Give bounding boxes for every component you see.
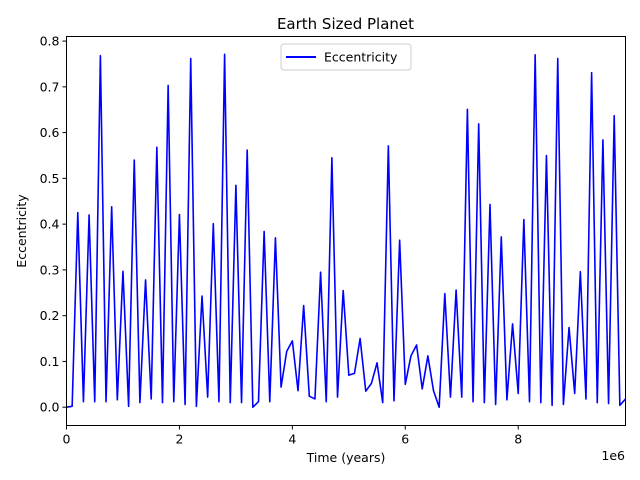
y-axis-label: Eccentricity: [14, 194, 29, 268]
x-axis-offset-label: 1e6: [601, 448, 625, 463]
legend-label-eccentricity: Eccentricity: [324, 50, 398, 65]
y-tick-label: 0.6: [40, 125, 60, 140]
x-axis-label: Time (years): [306, 450, 386, 465]
y-tick-label: 0.7: [40, 79, 60, 94]
axes-frame: [66, 36, 626, 426]
legend: Eccentricity: [280, 43, 412, 71]
y-tick-label: 0.0: [40, 400, 60, 415]
x-tick-label: 0: [63, 432, 71, 447]
y-tick-label: 0.8: [40, 34, 60, 49]
y-tick-label: 0.4: [40, 217, 60, 232]
legend-box: [280, 43, 412, 71]
series-line-eccentricity: [66, 53, 627, 408]
plot-area: [66, 53, 627, 408]
y-tick-label: 0.2: [40, 308, 60, 323]
x-axis: 0 2 4 6 8: [63, 425, 522, 447]
x-tick-label: 2: [175, 432, 183, 447]
y-axis: 0.0 0.1 0.2 0.3 0.4 0.5 0.6 0.7 0.8: [40, 34, 67, 415]
x-tick-label: 4: [288, 432, 296, 447]
y-tick-label: 0.3: [40, 262, 60, 277]
chart-title: Earth Sized Planet: [277, 15, 414, 33]
x-tick-label: 6: [401, 432, 409, 447]
y-tick-label: 0.1: [40, 354, 60, 369]
y-tick-label: 0.5: [40, 171, 60, 186]
x-tick-label: 8: [514, 432, 522, 447]
